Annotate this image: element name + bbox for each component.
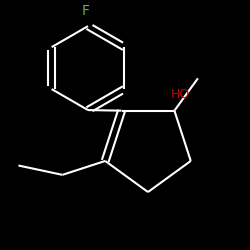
Text: F: F xyxy=(82,4,90,18)
Text: HO: HO xyxy=(171,88,190,101)
